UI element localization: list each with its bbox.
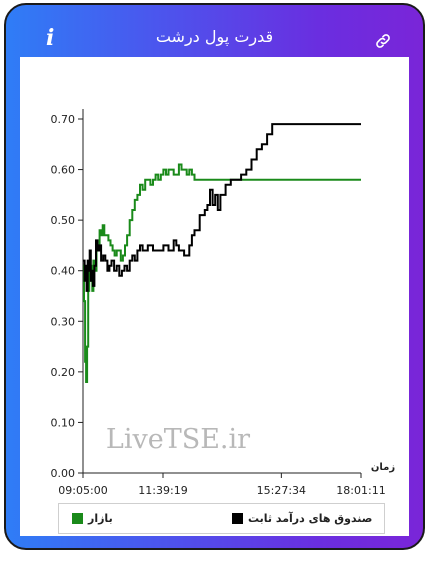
y-tick-label: 0.50: [51, 214, 76, 227]
link-icon[interactable]: [374, 32, 392, 50]
chart-panel: 0.00 0.10 0.20 0.30 0.40 0.50 0.60 0.70 09:05:00…: [20, 57, 409, 536]
chart-legend: صندوق های درآمد ثابت بازار: [58, 503, 385, 534]
x-tick-label: 15:27:34: [257, 484, 306, 497]
legend-item-market[interactable]: بازار: [59, 512, 219, 526]
y-tick-label: 0.10: [51, 416, 76, 429]
x-tick-label: 11:39:19: [138, 484, 187, 497]
watermark-logo: LiveTSE.ir: [106, 424, 250, 455]
y-tick-label: 0.20: [51, 366, 76, 379]
series-line-market: [83, 163, 361, 383]
legend-item-fixed-income[interactable]: صندوق های درآمد ثابت: [59, 512, 386, 526]
legend-label-fixed-income: صندوق های درآمد ثابت: [248, 512, 373, 525]
app-frame: i قدرت پول درشت 0.00 0.10 0.20 0.30 0.40 0.50…: [4, 3, 425, 550]
line-chart: 0.00 0.10 0.20 0.30 0.40 0.50 0.60 0.70 09:05:00…: [51, 109, 395, 497]
y-tick-label: 0.60: [51, 164, 76, 177]
legend-swatch-market: [72, 513, 83, 524]
y-tick-label: 0.00: [51, 467, 76, 480]
y-tick-label: 0.70: [51, 113, 76, 126]
x-tick-label: 18:01:11: [336, 484, 385, 497]
page-title: قدرت پول درشت: [155, 27, 274, 46]
y-tick-label: 0.30: [51, 315, 76, 328]
title-bar: i قدرت پول درشت: [6, 5, 423, 55]
x-axis-label: زمان: [371, 462, 395, 473]
x-tick-label: 09:05:00: [58, 484, 107, 497]
y-tick-label: 0.40: [51, 265, 76, 278]
legend-swatch-fixed-income: [232, 513, 243, 524]
info-icon[interactable]: i: [46, 25, 55, 51]
legend-label-market: بازار: [88, 512, 113, 525]
series-line-fixed-income: [83, 123, 361, 292]
